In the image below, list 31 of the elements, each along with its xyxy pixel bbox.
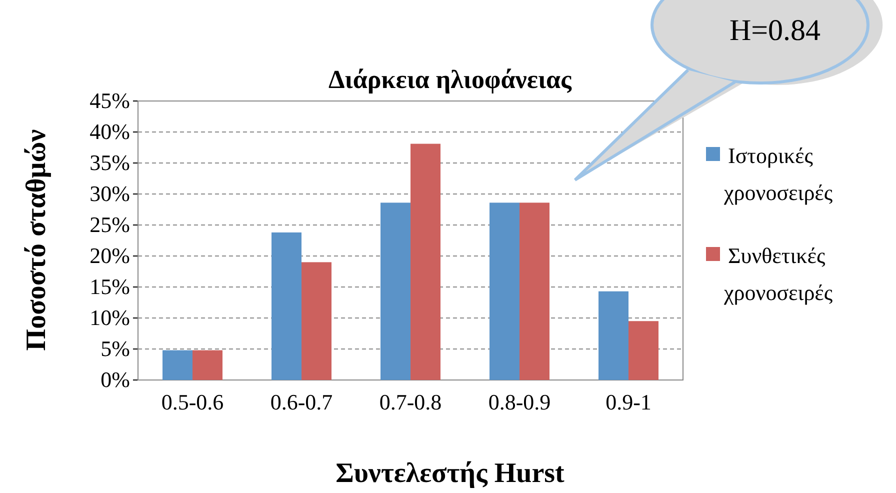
chart-title: Διάρκεια ηλιοφάνειας	[328, 65, 573, 94]
bar	[272, 232, 302, 380]
bar	[162, 350, 192, 380]
bar	[520, 202, 550, 380]
y-tick-label: 5%	[100, 336, 130, 362]
y-tick-label: 10%	[90, 305, 130, 330]
bar	[490, 202, 520, 380]
y-tick-label: 35%	[90, 150, 130, 176]
y-tick-label: 25%	[90, 212, 130, 238]
y-tick-label: 20%	[90, 243, 130, 268]
x-tick-label: 0.7-0.8	[379, 390, 442, 415]
y-tick-label: 30%	[90, 181, 130, 206]
x-tick-label: 0.5-0.6	[161, 390, 224, 415]
y-tick-label: 0%	[100, 367, 130, 392]
bar	[192, 350, 222, 380]
y-tick-label: 40%	[90, 119, 130, 144]
x-axis-title: Συντελεστής Hurst	[336, 458, 566, 489]
legend-label: Συνθετικές χρονοσειρές	[723, 243, 833, 305]
bar	[628, 321, 658, 380]
x-tick-label: 0.9-1	[606, 390, 652, 415]
text: H=0.84	[729, 14, 821, 47]
x-tick-label: 0.8-0.9	[488, 390, 551, 415]
y-tick-label: 15%	[90, 274, 130, 300]
x-tick-label: 0.6-0.7	[270, 390, 333, 415]
bar	[410, 144, 440, 380]
y-axis-title: Ποσοστό σταθμών	[21, 128, 52, 351]
bar	[302, 262, 332, 380]
y-tick-label: 45%	[90, 88, 130, 114]
bar	[598, 291, 628, 380]
legend-label: Ιστορικές χρονοσειρές	[723, 143, 833, 205]
bar	[380, 202, 410, 380]
